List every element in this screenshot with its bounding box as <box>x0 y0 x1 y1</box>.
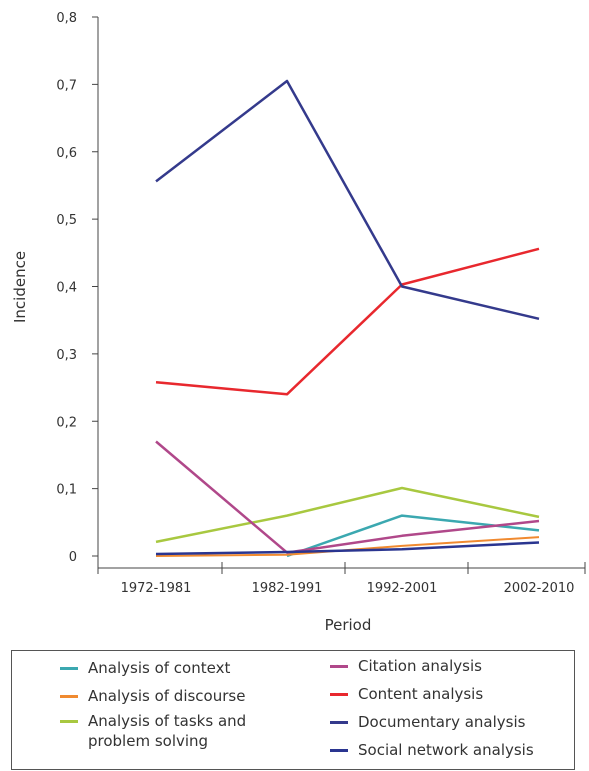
legend-item: Analysis of context <box>60 658 230 678</box>
legend-item: Content analysis <box>330 684 483 704</box>
legend-swatch <box>60 695 78 698</box>
legend-item: Documentary analysis <box>330 712 525 732</box>
series-line-6 <box>155 541 540 556</box>
legend-item: Analysis of tasks and problem solving <box>60 711 246 751</box>
series-line-3 <box>155 440 540 554</box>
x-tick-label: 1992-2001 <box>367 581 438 596</box>
x-axis-title: Period <box>325 616 372 634</box>
legend-label: Social network analysis <box>358 741 534 759</box>
series-line-4 <box>155 247 540 396</box>
y-tick-label: 0,5 <box>56 213 77 228</box>
legend: Analysis of context Analysis of discourse… <box>11 650 575 770</box>
legend-swatch <box>330 721 348 724</box>
legend-swatch <box>330 749 348 752</box>
legend-item: Analysis of discourse <box>60 686 245 706</box>
legend-label: Documentary analysis <box>358 713 526 731</box>
x-tick-label: 2002-2010 <box>504 581 575 596</box>
y-tick-label: 0,8 <box>56 11 77 26</box>
y-tick-label: 0,2 <box>56 415 77 430</box>
x-axis: 1972-1981 1982-1991 1992-2001 2002-2010 <box>97 562 586 596</box>
y-axis-title: Incidence <box>11 251 29 323</box>
legend-label: Analysis of tasks and problem solving <box>88 712 247 750</box>
legend-item: Social network analysis <box>330 740 534 760</box>
x-tick-label: 1982-1991 <box>252 581 323 596</box>
legend-label: Citation analysis <box>358 657 482 675</box>
x-tick-label: 1972-1981 <box>121 581 192 596</box>
y-axis: 0 0,1 0,2 0,3 0,4 0,5 0,6 0,7 0,8 <box>56 11 99 568</box>
series-line-2 <box>155 486 540 544</box>
series-lines <box>155 79 540 558</box>
line-chart: 0 0,1 0,2 0,3 0,4 0,5 0,6 0,7 0,8 1972-1981 1982-… <box>11 11 586 634</box>
y-tick-label: 0,4 <box>56 281 77 296</box>
y-tick-label: 0,7 <box>56 78 77 93</box>
legend-label: Content analysis <box>358 685 484 703</box>
legend-swatch <box>330 665 348 668</box>
legend-item: Citation analysis <box>330 656 482 676</box>
y-tick-label: 0,1 <box>56 483 77 498</box>
series-line-5 <box>155 79 540 321</box>
legend-swatch <box>60 720 78 723</box>
legend-swatch <box>60 667 78 670</box>
legend-label: Analysis of discourse <box>88 687 246 705</box>
y-tick-label: 0,3 <box>56 348 77 363</box>
y-tick-label: 0 <box>69 550 77 565</box>
legend-swatch <box>330 693 348 696</box>
y-tick-label: 0,6 <box>56 146 77 161</box>
legend-label: Analysis of context <box>88 659 231 677</box>
